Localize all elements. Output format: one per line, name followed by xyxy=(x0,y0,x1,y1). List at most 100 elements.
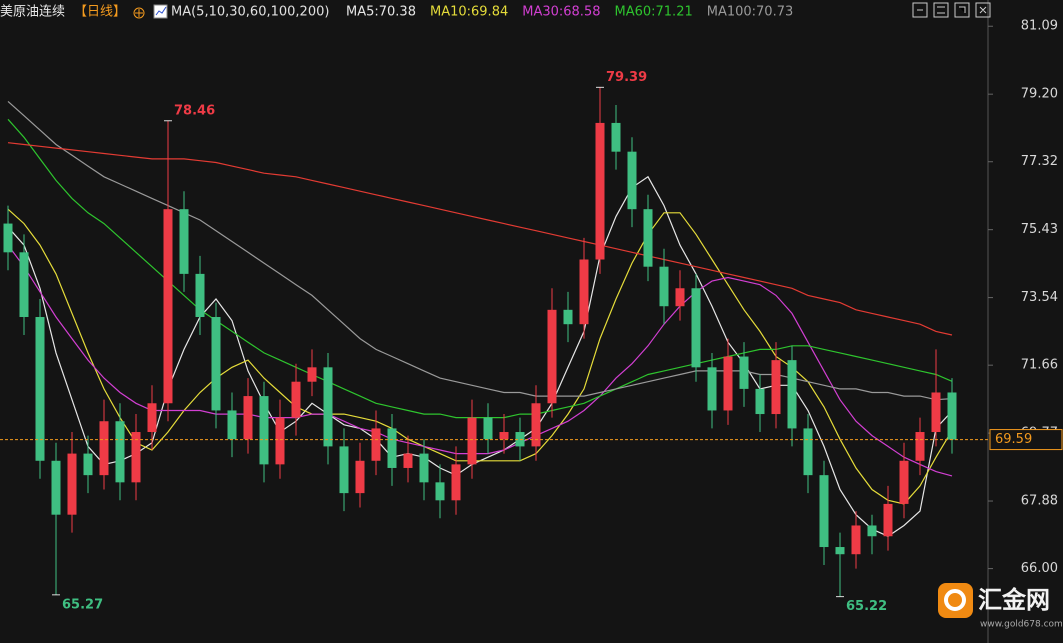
candle-body xyxy=(803,428,813,476)
candle-body xyxy=(291,381,301,418)
y-tick-label: 75.43 xyxy=(1021,222,1058,237)
candle-body xyxy=(195,273,205,318)
candle-body xyxy=(387,428,397,468)
legend-entry: MA30:68.58 xyxy=(522,5,600,20)
instrument: 美原油连续 xyxy=(0,4,65,20)
logo-glyph xyxy=(944,589,966,611)
candle-body xyxy=(147,403,157,433)
high-label: 78.46 xyxy=(174,103,215,118)
candle-body xyxy=(851,525,861,555)
candle-body xyxy=(179,209,189,274)
candle-body xyxy=(451,464,461,501)
candle-body xyxy=(211,317,221,411)
legend-entry: MA60:71.21 xyxy=(614,5,692,20)
ma-line xyxy=(7,244,953,477)
candle-body xyxy=(947,392,957,440)
candle-body xyxy=(355,460,365,494)
candle-body xyxy=(867,525,877,537)
candle-body xyxy=(707,367,717,411)
toolbar xyxy=(912,2,991,18)
candle-body xyxy=(371,428,381,461)
candle-body xyxy=(483,417,493,440)
y-tick-label: 77.32 xyxy=(1021,154,1058,169)
candle-body xyxy=(323,367,333,447)
candle-body xyxy=(403,453,413,468)
candle-body xyxy=(115,421,125,483)
brand-url: www.gold678.com xyxy=(980,620,1063,630)
candle-body xyxy=(275,417,285,465)
tool-button[interactable] xyxy=(933,2,949,18)
ma-header: MA(5,10,30,60,100,200) xyxy=(171,5,329,20)
candle-body xyxy=(915,432,925,461)
candle-body xyxy=(259,396,269,465)
low-label: 65.27 xyxy=(62,597,103,612)
candle-body xyxy=(611,122,621,152)
candle-body xyxy=(787,360,797,429)
candle-body xyxy=(595,122,605,260)
add-icon-cross xyxy=(135,9,143,17)
candle-body xyxy=(547,309,557,404)
candle-body xyxy=(99,421,109,476)
last-price-box xyxy=(989,429,1063,451)
candle-body xyxy=(931,392,941,433)
candle-body xyxy=(499,432,509,440)
high-label: 79.39 xyxy=(606,70,647,85)
candle-body xyxy=(579,259,589,325)
y-tick-label: 67.88 xyxy=(1021,494,1058,509)
legend-entry: MA100:70.73 xyxy=(707,5,794,20)
low-label: 65.22 xyxy=(846,599,887,614)
candle-body xyxy=(467,417,477,465)
candle-body xyxy=(755,388,765,415)
candle-body xyxy=(675,288,685,307)
ma-icon-line xyxy=(155,6,167,16)
last-price-label: 69.59 xyxy=(995,432,1032,447)
watermark: 汇金网 www.gold678.com xyxy=(938,583,1063,630)
candle-body xyxy=(435,482,445,501)
candle-body xyxy=(307,367,317,382)
candle-body xyxy=(3,223,13,253)
candle-body xyxy=(723,356,733,411)
candle-body xyxy=(627,151,637,210)
period: 【日线】 xyxy=(74,5,126,20)
candle-body xyxy=(243,396,253,440)
brand: 汇金网 xyxy=(978,586,1050,614)
candle-body xyxy=(835,547,845,555)
tool-glyphs xyxy=(917,6,987,14)
candle-body xyxy=(227,410,237,440)
candle-body xyxy=(339,446,349,494)
candle-body xyxy=(691,288,701,368)
y-tick-label: 73.54 xyxy=(1021,290,1058,305)
candle-body xyxy=(131,432,141,483)
logo xyxy=(938,583,973,618)
candle-body xyxy=(883,503,893,537)
candle-body xyxy=(771,360,781,415)
candle-body xyxy=(83,453,93,476)
y-tick-label: 79.20 xyxy=(1021,87,1058,102)
candle-body xyxy=(739,356,749,389)
candle-body xyxy=(19,252,29,318)
candle-body xyxy=(899,460,909,504)
candle-body xyxy=(643,209,653,267)
candle-body xyxy=(659,266,669,307)
legend-entry: MA5:70.38 xyxy=(346,5,416,20)
ma-line xyxy=(7,142,953,336)
candle-body xyxy=(35,317,45,461)
candle-body xyxy=(419,453,429,483)
candle-body xyxy=(51,460,61,515)
candle-body xyxy=(163,209,173,404)
tool-button[interactable] xyxy=(912,2,928,18)
candle-body xyxy=(563,309,573,325)
y-tick-label: 66.00 xyxy=(1021,561,1058,576)
candle-body xyxy=(531,403,541,447)
y-tick-label: 71.66 xyxy=(1021,358,1058,373)
tool-button[interactable] xyxy=(975,2,991,18)
candle-body xyxy=(67,453,77,515)
y-tick-label: 81.09 xyxy=(1021,19,1058,34)
add-icon[interactable] xyxy=(133,7,145,19)
tool-button[interactable] xyxy=(954,2,970,18)
header: 美原油连续 【日线】 MA(5,10,30,60,100,200) xyxy=(0,4,329,20)
legend-entry: MA10:69.84 xyxy=(430,5,508,20)
